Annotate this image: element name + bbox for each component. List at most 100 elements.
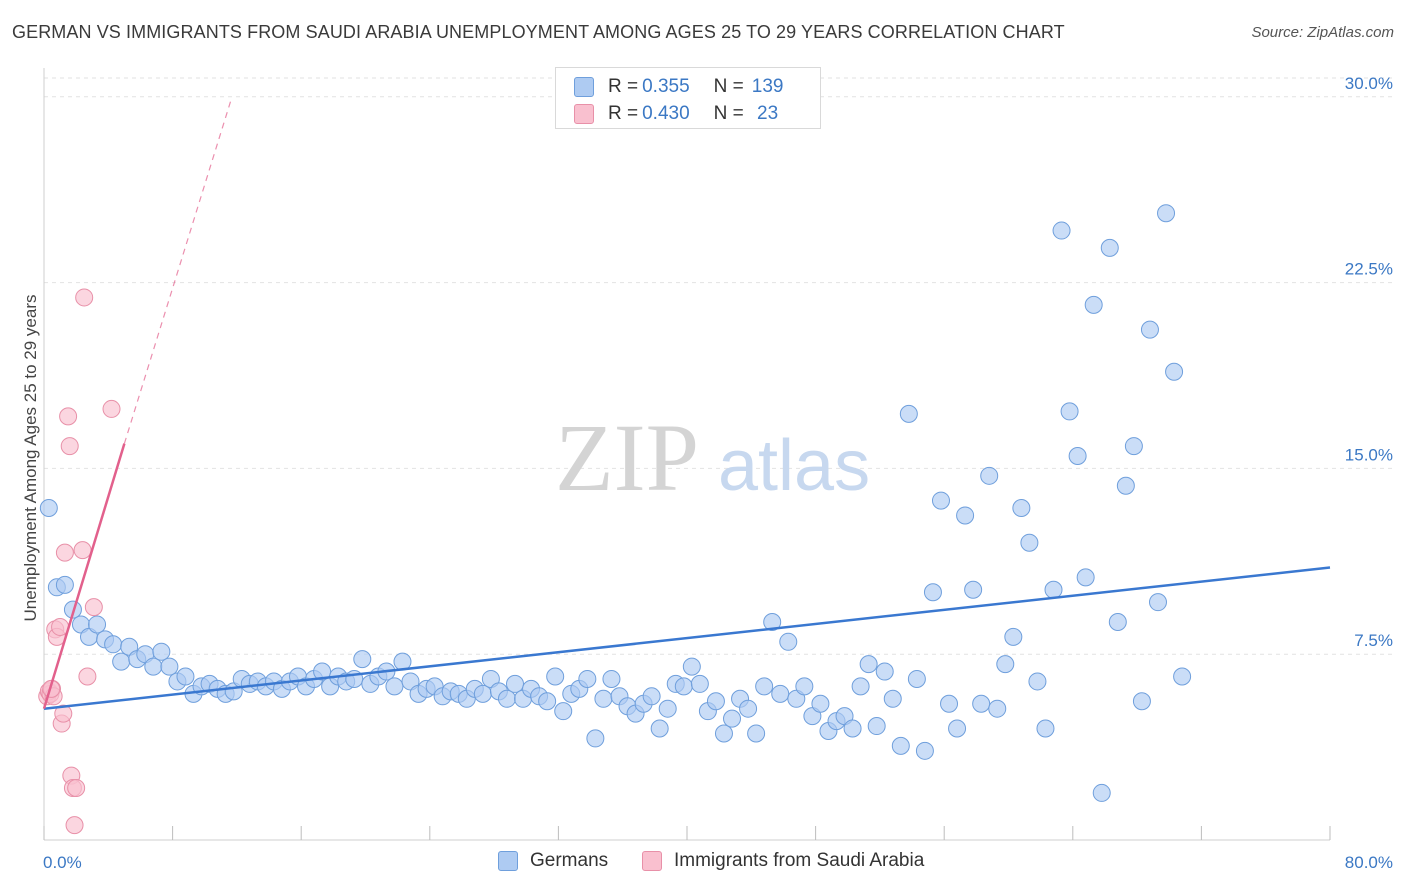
german-point bbox=[594, 689, 613, 708]
german-point bbox=[1165, 362, 1184, 381]
german-point bbox=[883, 689, 902, 708]
german-point bbox=[144, 657, 163, 676]
german-point bbox=[160, 657, 179, 676]
german-point bbox=[55, 575, 74, 594]
legend-item-saudi[interactable]: Immigrants from Saudi Arabia bbox=[642, 850, 924, 872]
german-point bbox=[964, 580, 983, 599]
german-point bbox=[811, 694, 830, 713]
german-point bbox=[940, 694, 959, 713]
german-point bbox=[755, 677, 774, 696]
german-point bbox=[1124, 437, 1143, 456]
german-point bbox=[771, 684, 790, 703]
german-point bbox=[763, 612, 782, 631]
y-tick-label: 15.0% bbox=[1345, 445, 1393, 464]
german-point bbox=[956, 506, 975, 525]
saudi-point bbox=[75, 288, 94, 307]
tick-labels: 7.5% 15.0% 22.5% 30.0% 0.0% 80.0% bbox=[43, 74, 1393, 872]
german-point bbox=[1012, 499, 1031, 518]
german-point bbox=[706, 692, 725, 711]
german-point bbox=[1140, 320, 1159, 339]
saudi-legend-label: Immigrants from Saudi Arabia bbox=[674, 850, 925, 871]
legend-item-germans[interactable]: Germans bbox=[498, 850, 608, 872]
german-point bbox=[690, 674, 709, 693]
saudi-trend-extension bbox=[123, 101, 232, 444]
german-point bbox=[1036, 719, 1055, 738]
legend-row-saudi: R = 0.430 N = 23 bbox=[574, 101, 778, 127]
german-point bbox=[1108, 612, 1127, 631]
german-point bbox=[112, 652, 131, 671]
german-point bbox=[578, 669, 597, 688]
saudi-point bbox=[65, 816, 84, 835]
german-point bbox=[714, 724, 733, 743]
german-point bbox=[353, 650, 372, 669]
german-point bbox=[996, 655, 1015, 674]
german-point bbox=[795, 677, 814, 696]
german-point bbox=[747, 724, 766, 743]
german-point bbox=[851, 677, 870, 696]
german-point bbox=[1116, 476, 1135, 495]
german-point bbox=[891, 736, 910, 755]
axes bbox=[43, 68, 1331, 841]
saudi-point bbox=[102, 399, 121, 418]
german-point bbox=[923, 583, 942, 602]
saudi-swatch bbox=[574, 104, 594, 124]
trend-lines bbox=[42, 101, 1331, 710]
source-label: Source: ZipAtlas.com bbox=[1251, 24, 1394, 41]
german-point bbox=[385, 677, 404, 696]
german-point bbox=[1028, 672, 1047, 691]
german-point bbox=[650, 719, 669, 738]
saudi-trend-line bbox=[42, 443, 126, 710]
saudi-point bbox=[67, 778, 86, 797]
german-point bbox=[915, 741, 934, 760]
y-tick-label: 22.5% bbox=[1345, 260, 1393, 279]
german-trend-line bbox=[43, 566, 1331, 710]
y-tick-label: 7.5% bbox=[1354, 631, 1393, 650]
saudi-point bbox=[60, 437, 79, 456]
saudi-point bbox=[54, 704, 73, 723]
german-point bbox=[779, 632, 798, 651]
german-point bbox=[723, 709, 742, 728]
german-point bbox=[497, 689, 516, 708]
grid bbox=[44, 77, 1395, 655]
watermark: ZIP atlas bbox=[555, 404, 870, 511]
r-label: R = bbox=[608, 103, 639, 124]
german-point bbox=[739, 699, 758, 718]
german-point bbox=[39, 499, 58, 518]
saudi-legend-swatch bbox=[642, 851, 662, 871]
german-point bbox=[554, 702, 573, 721]
x-tick-label: 0.0% bbox=[43, 853, 82, 872]
german-point bbox=[1157, 204, 1176, 223]
german-point bbox=[1076, 568, 1095, 587]
german-point bbox=[1060, 402, 1079, 421]
german-point bbox=[313, 662, 332, 681]
points-layer bbox=[38, 204, 1192, 835]
german-point bbox=[899, 404, 918, 423]
german-point bbox=[586, 729, 605, 748]
german-point bbox=[1100, 238, 1119, 257]
y-axis-label: Unemployment Among Ages 25 to 29 years bbox=[21, 295, 40, 622]
german-point bbox=[658, 699, 677, 718]
watermark-atlas: atlas bbox=[718, 426, 870, 506]
watermark-zip: ZIP bbox=[555, 404, 699, 511]
saudi-point bbox=[84, 598, 103, 617]
y-tick-label: 30.0% bbox=[1345, 74, 1393, 93]
saudi-point bbox=[78, 667, 97, 686]
german-point bbox=[538, 692, 557, 711]
german-point bbox=[505, 674, 524, 693]
german-point bbox=[988, 699, 1007, 718]
germans-swatch bbox=[574, 77, 594, 97]
n-label: N = bbox=[713, 103, 744, 124]
german-point bbox=[104, 635, 123, 654]
german-point bbox=[907, 669, 926, 688]
german-point bbox=[1092, 783, 1111, 802]
german-point bbox=[1020, 533, 1039, 552]
saudi-point bbox=[59, 407, 78, 426]
saudi-point bbox=[55, 543, 74, 562]
german-point bbox=[1052, 221, 1071, 240]
german-point bbox=[1084, 295, 1103, 314]
german-point bbox=[972, 694, 991, 713]
german-point bbox=[843, 719, 862, 738]
r-value: 0.355 bbox=[642, 76, 690, 97]
german-point bbox=[682, 657, 701, 676]
german-point bbox=[642, 687, 661, 706]
